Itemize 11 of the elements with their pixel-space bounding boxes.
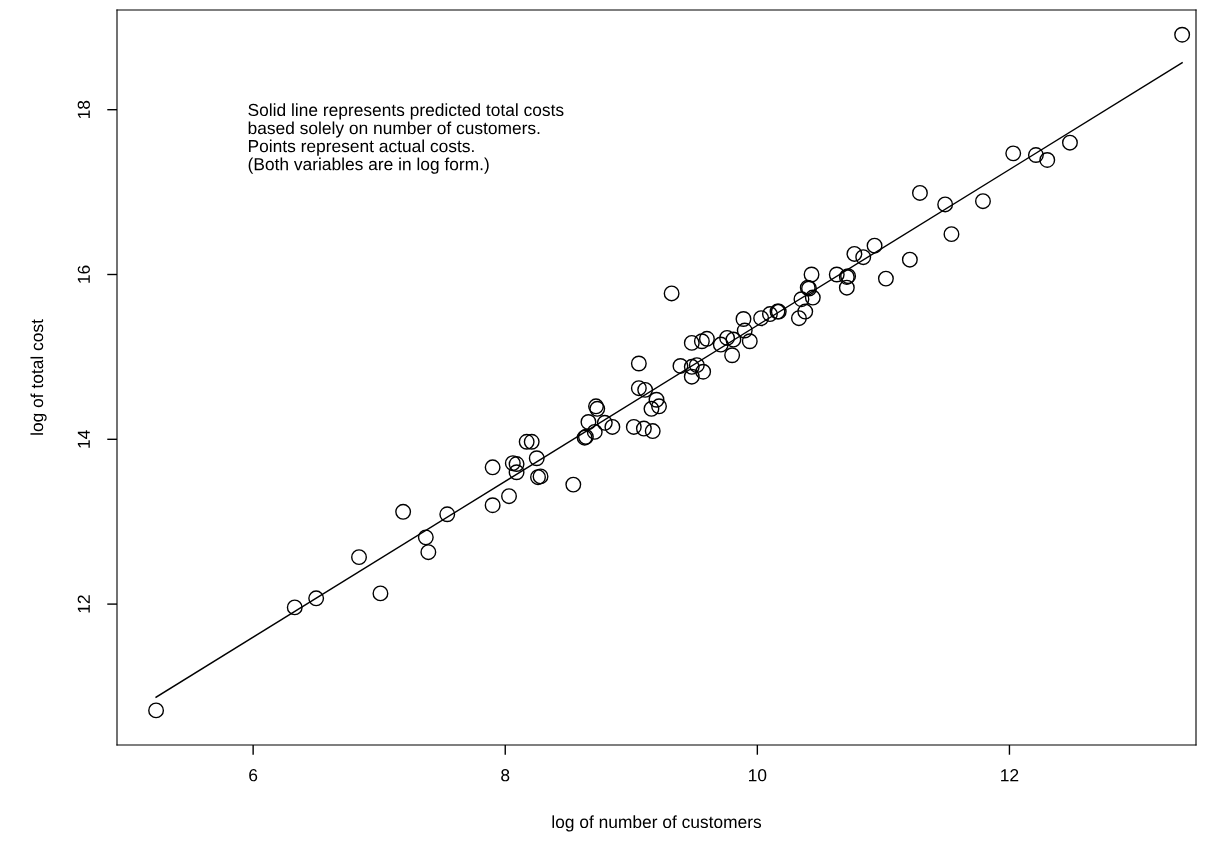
y-axis-title: log of total cost bbox=[30, 319, 47, 435]
x-axis-title: log of number of customers bbox=[552, 815, 762, 832]
x-tick-label: 6 bbox=[249, 769, 258, 782]
x-tick-label: 8 bbox=[501, 769, 510, 782]
x-tick-label: 12 bbox=[1001, 769, 1019, 782]
y-tick-label: 12 bbox=[77, 595, 90, 613]
y-tick-label: 14 bbox=[77, 430, 90, 448]
x-tick-label: 10 bbox=[749, 769, 767, 782]
y-tick-label: 18 bbox=[77, 100, 90, 119]
annotation: Solid line represents predicted total costs based solely on number of customers. Points represent actual costs. (Both variables are in log form.) bbox=[248, 103, 564, 174]
y-tick-label: 16 bbox=[77, 265, 90, 283]
